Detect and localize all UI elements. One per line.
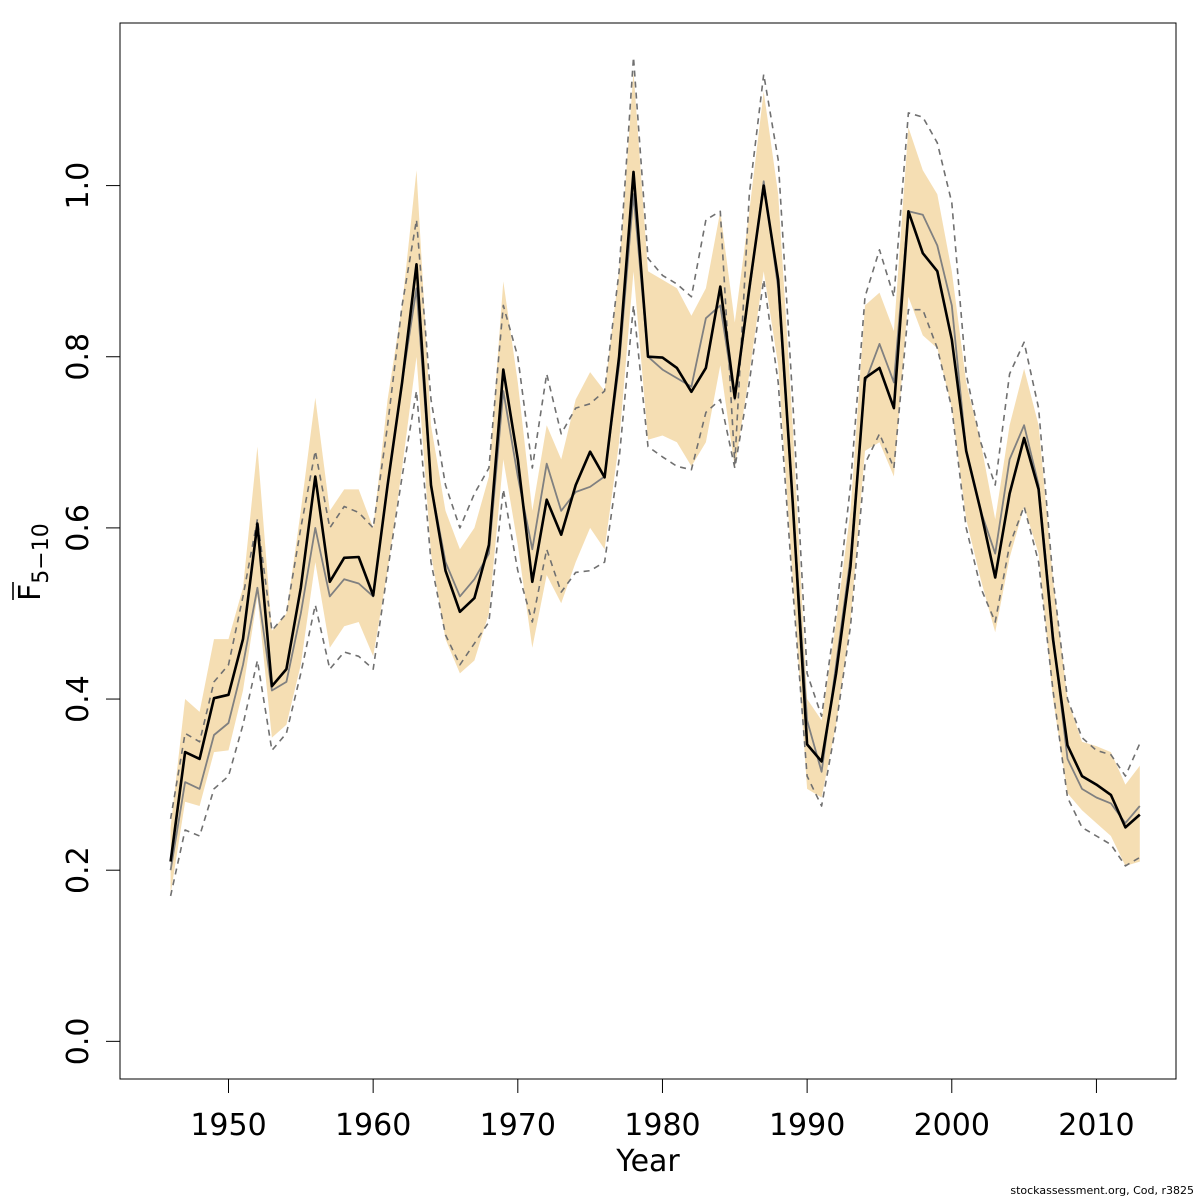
y-axis-title-main: F	[13, 584, 48, 601]
source-caption: stockassessment.org, Cod, r3825	[1010, 1184, 1194, 1197]
y-tick-label-4: 0.8	[61, 333, 96, 381]
svg-text:F5−10: F5−10	[13, 523, 54, 601]
series-line-estimate	[169, 170, 1141, 862]
x-axis-title: Year	[615, 1144, 680, 1179]
y-tick-label-5: 1.0	[61, 162, 96, 210]
y-tick-label-3: 0.6	[61, 504, 96, 552]
x-tick-label-1970: 1970	[480, 1108, 556, 1143]
series-lines	[169, 56, 1141, 897]
x-tick-label-1960: 1960	[335, 1108, 411, 1143]
x-tick-label-2010: 2010	[1058, 1108, 1134, 1143]
confidence-band	[170, 71, 1140, 895]
x-axis: 1950 1960 1970 1980 1990 2000 2010	[190, 1078, 1135, 1143]
x-tick-label-1950: 1950	[190, 1108, 266, 1143]
series-line-alt-upper	[169, 56, 1141, 820]
series-line-alt-lower	[169, 278, 1141, 897]
band-polygon	[170, 71, 1140, 895]
y-axis: 0.0 0.2 0.4 0.6 0.8 1.0	[61, 162, 121, 1065]
y-tick-label-1: 0.2	[61, 846, 96, 894]
y-axis-title-subscript: 5−10	[29, 523, 54, 583]
y-axis-title: F5−10	[12, 523, 54, 601]
x-tick-label-1990: 1990	[769, 1108, 845, 1143]
x-tick-label-1980: 1980	[624, 1108, 700, 1143]
y-tick-label-0: 0.0	[61, 1017, 96, 1065]
x-tick-label-2000: 2000	[914, 1108, 990, 1143]
y-tick-label-2: 0.4	[61, 675, 96, 723]
